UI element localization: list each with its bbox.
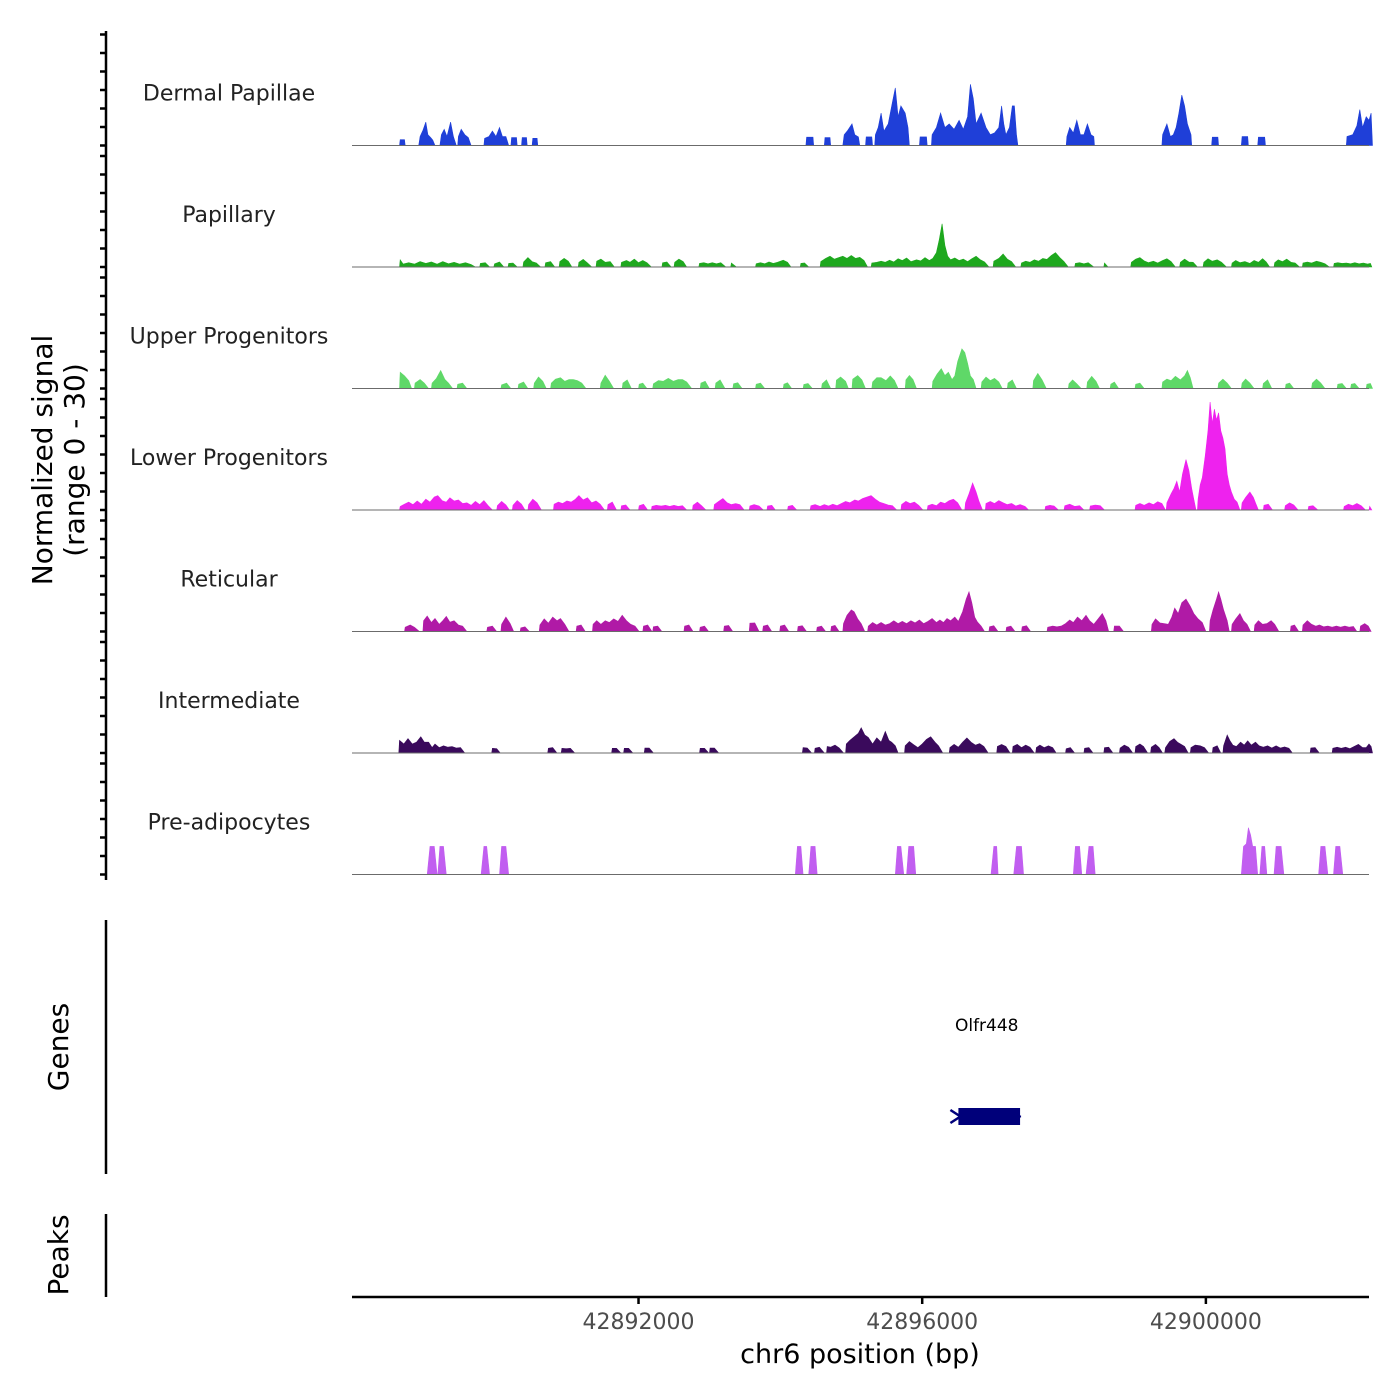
- track-label: Intermediate: [158, 689, 300, 714]
- track-signal-area: [399, 84, 1373, 146]
- track-signal-area: [426, 827, 1344, 875]
- signal-tracks: Dermal Papillae Papillary Upper Progenitor…: [130, 82, 1373, 875]
- x-tick-label: 42896000: [866, 1310, 978, 1335]
- track-signal-area: [399, 223, 1373, 268]
- x-tick-label: 42900000: [1150, 1310, 1262, 1335]
- signal-y-axis: [100, 31, 108, 880]
- gene-body: [958, 1108, 1021, 1125]
- peaks-panel-label: Peaks: [42, 1214, 75, 1295]
- track-signal-area: [399, 401, 1373, 511]
- track-label: Reticular: [180, 568, 278, 593]
- track-label: Lower Progenitors: [130, 446, 328, 471]
- track-signal-area: [404, 590, 1372, 632]
- x-tick-label: 42892000: [583, 1310, 695, 1335]
- track-label: Pre-adipocytes: [148, 811, 311, 836]
- track-label: Upper Progenitors: [130, 325, 329, 350]
- x-axis-title: chr6 position (bp): [740, 1339, 980, 1370]
- gene-strand-arrow: [949, 1108, 963, 1125]
- y-axis-title: Normalized signal: [26, 335, 59, 586]
- track-signal-area: [398, 727, 1373, 754]
- genes-panel-label: Genes: [42, 1003, 75, 1091]
- track-label: Dermal Papillae: [143, 82, 315, 107]
- track-label: Papillary: [182, 203, 276, 228]
- gene-annotations: Olfr448: [949, 1016, 1022, 1125]
- y-axis-subtitle: (range 0 - 30): [58, 363, 91, 557]
- track-signal-area: [399, 348, 1373, 389]
- x-axis-ticks: 42892000 42896000 42900000: [583, 1297, 1262, 1335]
- gene-label: Olfr448: [955, 1016, 1019, 1036]
